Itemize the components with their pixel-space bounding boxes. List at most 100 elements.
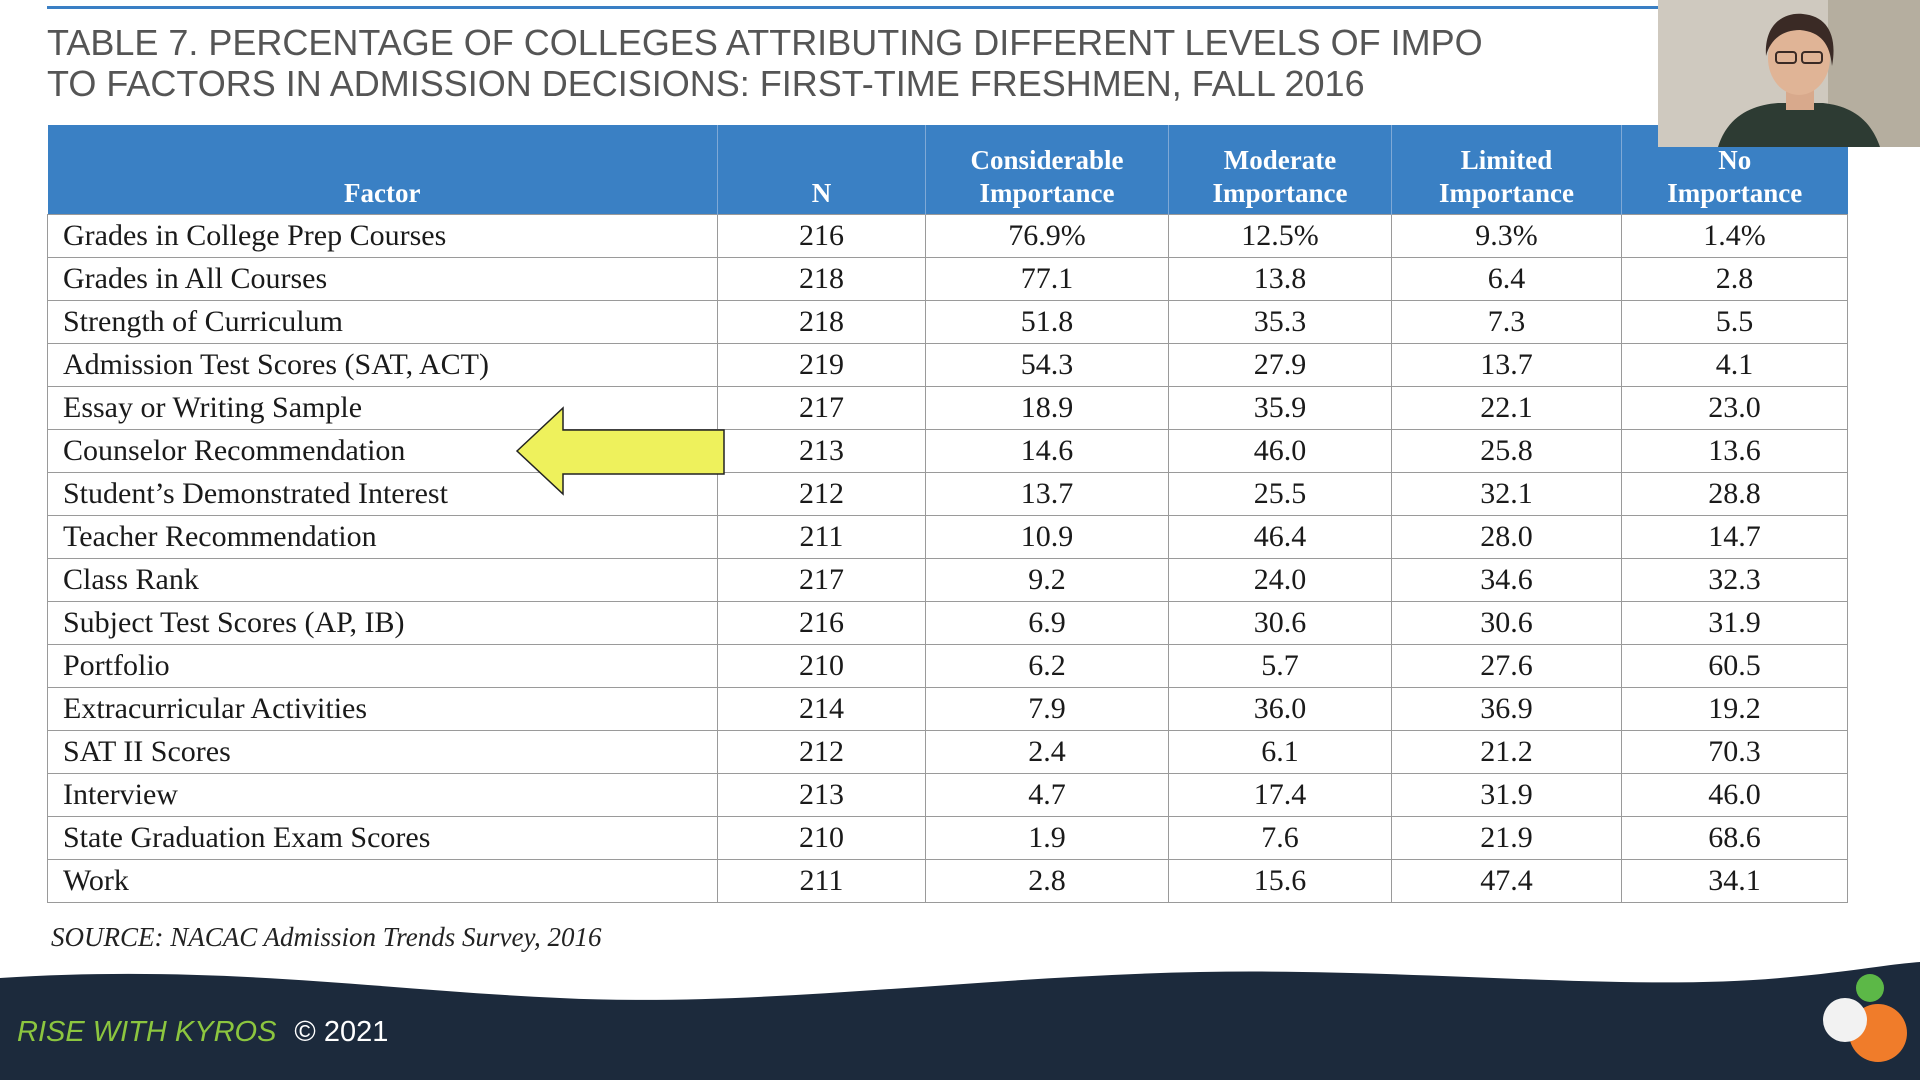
cell-considerable: 2.8 (925, 859, 1169, 903)
slide-title: TABLE 7. PERCENTAGE OF COLLEGES ATTRIBUT… (47, 22, 1667, 104)
cell-limited: 28.0 (1391, 515, 1622, 559)
cell-factor: Grades in College Prep Courses (47, 214, 718, 258)
table-row: Strength of Curriculum 218 51.8 35.3 7.3 5.5 (47, 300, 1848, 344)
cell-considerable: 1.9 (925, 816, 1169, 860)
cell-no: 1.4% (1621, 214, 1848, 258)
brand-name: RISE WITH KYROS (17, 1016, 277, 1048)
cell-no: 13.6 (1621, 429, 1848, 473)
cell-limited: 22.1 (1391, 386, 1622, 430)
cell-considerable: 9.2 (925, 558, 1169, 602)
column-header-limited-line-1: Limited (1460, 145, 1553, 175)
column-header-n-line-1 (722, 144, 921, 177)
cell-considerable: 6.2 (925, 644, 1169, 688)
cell-moderate: 17.4 (1168, 773, 1392, 817)
cell-limited: 21.2 (1391, 730, 1622, 774)
cell-limited: 36.9 (1391, 687, 1622, 731)
slide-title-line-1: TABLE 7. PERCENTAGE OF COLLEGES ATTRIBUT… (47, 22, 1483, 63)
cell-n: 216 (717, 214, 926, 258)
table-row: Counselor Recommendation 213 14.6 46.0 25.8 1… (47, 429, 1848, 473)
column-header-moderate-line-1: Moderate (1223, 145, 1337, 175)
column-header-no-line-1: No (1718, 145, 1752, 175)
column-header-factor: Factor (47, 125, 718, 215)
table-row: Subject Test Scores (AP, IB) 216 6.9 30.6 30… (47, 601, 1848, 645)
column-header-moderate: Moderate Importance (1168, 125, 1392, 215)
cell-considerable: 77.1 (925, 257, 1169, 301)
table-row: Extracurricular Activities 214 7.9 36.0 36.9… (47, 687, 1848, 731)
column-header-considerable: Considerable Importance (925, 125, 1169, 215)
cell-no: 31.9 (1621, 601, 1848, 645)
table-row: Student’s Demonstrated Interest 212 13.7 25… (47, 472, 1848, 516)
cell-n: 219 (717, 343, 926, 387)
cell-considerable: 18.9 (925, 386, 1169, 430)
cell-no: 34.1 (1621, 859, 1848, 903)
webcam-presenter-video (1658, 0, 1920, 147)
arrow-left-icon (515, 406, 725, 496)
cell-limited: 25.8 (1391, 429, 1622, 473)
copyright-text: © 2021 (294, 1016, 389, 1048)
cell-factor: Portfolio (47, 644, 718, 688)
column-header-no-line-2: Importance (1667, 178, 1803, 208)
cell-n: 213 (717, 429, 926, 473)
table-row: Grades in All Courses 218 77.1 13.8 6.4 2.8 (47, 257, 1848, 301)
cell-n: 214 (717, 687, 926, 731)
cell-no: 28.8 (1621, 472, 1848, 516)
cell-moderate: 46.0 (1168, 429, 1392, 473)
cell-limited: 13.7 (1391, 343, 1622, 387)
cell-limited: 32.1 (1391, 472, 1622, 516)
cell-no: 60.5 (1621, 644, 1848, 688)
cell-moderate: 13.8 (1168, 257, 1392, 301)
table-body: Grades in College Prep Courses 216 76.9% 12… (47, 214, 1848, 903)
table-row: State Graduation Exam Scores 210 1.9 7.6 21.… (47, 816, 1848, 860)
cell-limited: 6.4 (1391, 257, 1622, 301)
column-header-limited-line-2: Importance (1439, 178, 1574, 208)
cell-moderate: 30.6 (1168, 601, 1392, 645)
cell-considerable: 54.3 (925, 343, 1169, 387)
column-header-n: N (717, 125, 926, 215)
table-row: Essay or Writing Sample 217 18.9 35.9 22.1 23… (47, 386, 1848, 430)
cell-limited: 31.9 (1391, 773, 1622, 817)
cell-no: 2.8 (1621, 257, 1848, 301)
cell-factor: Extracurricular Activities (47, 687, 718, 731)
cell-limited: 30.6 (1391, 601, 1622, 645)
cell-moderate: 35.3 (1168, 300, 1392, 344)
cell-moderate: 6.1 (1168, 730, 1392, 774)
cell-n: 210 (717, 816, 926, 860)
cell-no: 14.7 (1621, 515, 1848, 559)
cell-no: 32.3 (1621, 558, 1848, 602)
table-row: Interview 213 4.7 17.4 31.9 46.0 (47, 773, 1848, 817)
cell-no: 46.0 (1621, 773, 1848, 817)
table-row: Grades in College Prep Courses 216 76.9% 12… (47, 214, 1848, 258)
cell-factor: SAT II Scores (47, 730, 718, 774)
title-rule (47, 6, 1667, 9)
cell-n: 216 (717, 601, 926, 645)
slide-title-line-2: TO FACTORS IN ADMISSION DECISIONS: FIRST… (47, 63, 1365, 104)
column-header-moderate-line-2: Importance (1212, 178, 1348, 208)
cell-factor: Admission Test Scores (SAT, ACT) (47, 343, 718, 387)
column-header-n-line-2: N (811, 178, 832, 208)
cell-n: 210 (717, 644, 926, 688)
cell-no: 23.0 (1621, 386, 1848, 430)
cell-no: 19.2 (1621, 687, 1848, 731)
table-row: Admission Test Scores (SAT, ACT) 219 54.3 2… (47, 343, 1848, 387)
cell-no: 70.3 (1621, 730, 1848, 774)
cell-factor: Essay or Writing Sample (47, 386, 718, 430)
presenter-silhouette (1658, 0, 1920, 147)
table-row: Class Rank 217 9.2 24.0 34.6 32.3 (47, 558, 1848, 602)
cell-factor: Class Rank (47, 558, 718, 602)
cell-moderate: 15.6 (1168, 859, 1392, 903)
cell-considerable: 6.9 (925, 601, 1169, 645)
table-header-row: Factor N Considerable Importance Moderate Im… (47, 125, 1848, 215)
cell-moderate: 25.5 (1168, 472, 1392, 516)
cell-considerable: 14.6 (925, 429, 1169, 473)
cell-n: 212 (717, 472, 926, 516)
table-row: Teacher Recommendation 211 10.9 46.4 28.0 14.… (47, 515, 1848, 559)
cell-limited: 47.4 (1391, 859, 1622, 903)
cell-limited: 27.6 (1391, 644, 1622, 688)
cell-considerable: 7.9 (925, 687, 1169, 731)
cell-no: 5.5 (1621, 300, 1848, 344)
cell-n: 217 (717, 386, 926, 430)
cell-n: 212 (717, 730, 926, 774)
cell-n: 218 (717, 257, 926, 301)
table-row: Portfolio 210 6.2 5.7 27.6 60.5 (47, 644, 1848, 688)
cell-factor: Work (47, 859, 718, 903)
